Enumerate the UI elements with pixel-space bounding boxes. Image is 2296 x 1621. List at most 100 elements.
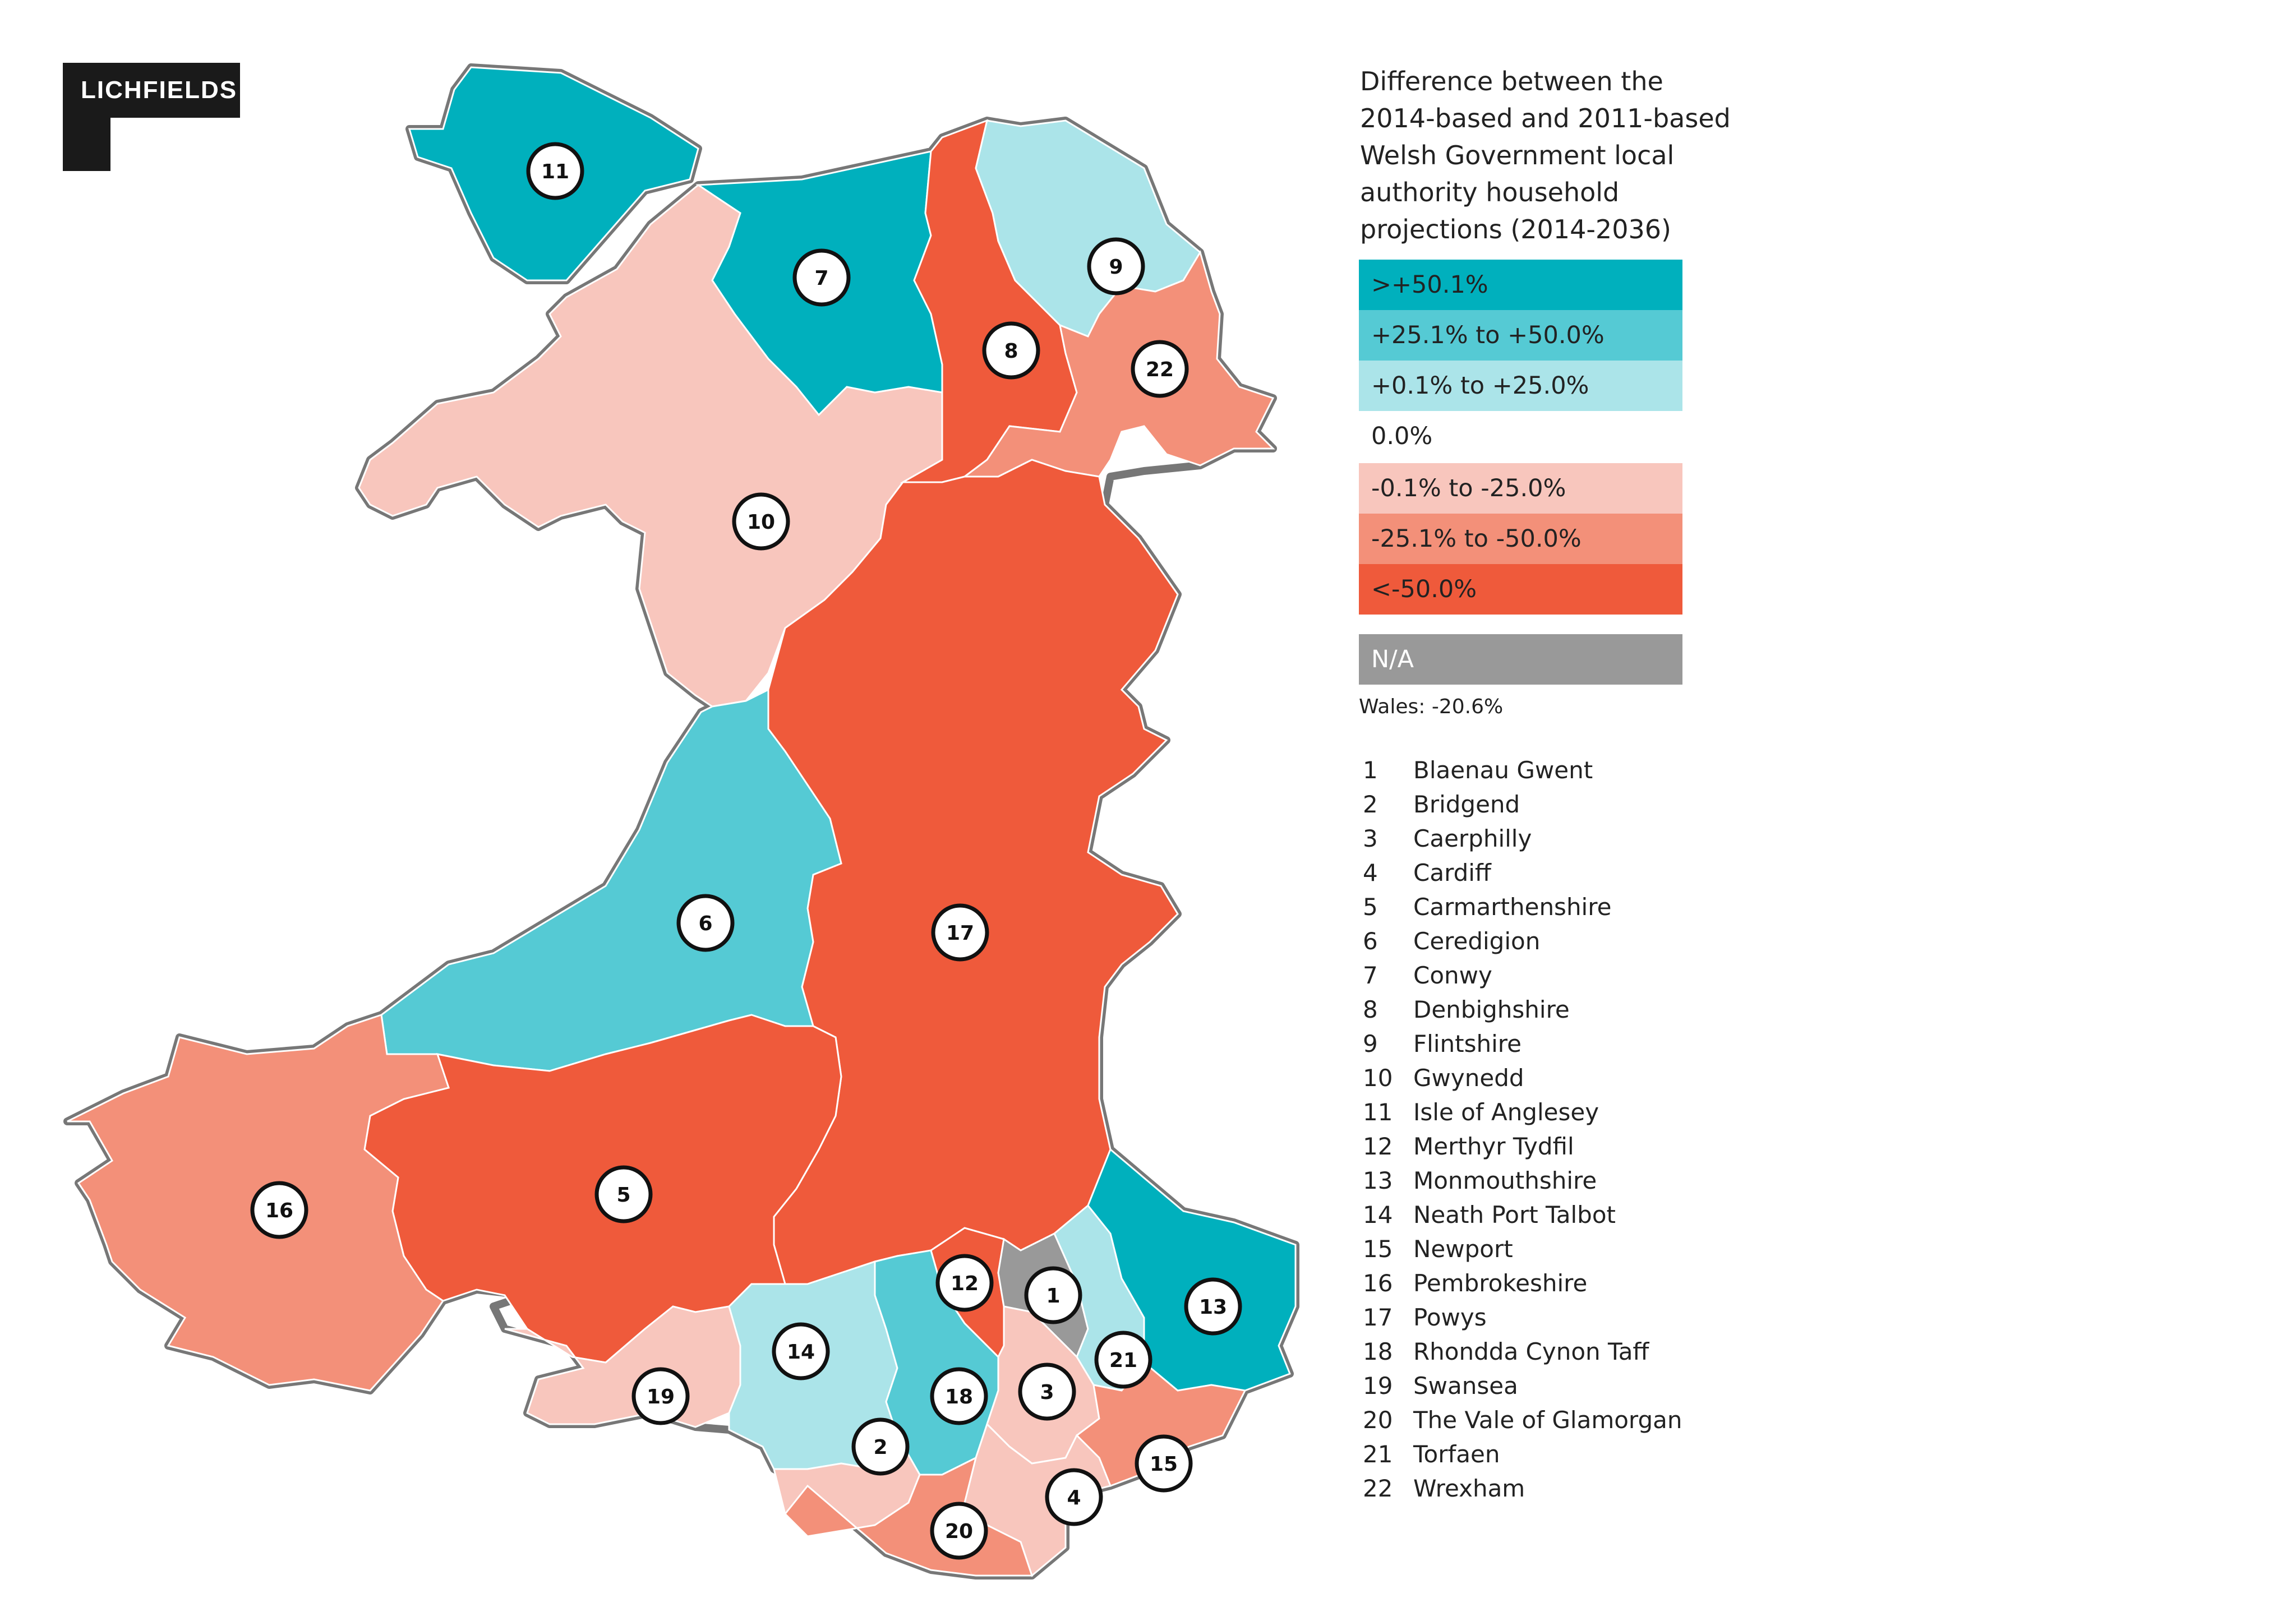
authority-key-name: Flintshire [1413,1030,1522,1057]
badge-number: 14 [787,1341,815,1364]
region-number-badge: 13 [1184,1277,1242,1336]
region-number-badge: 12 [935,1254,994,1312]
authority-key-name: Powys [1413,1304,1487,1331]
legend-class-gt50: >+50.1% [1359,260,1682,310]
legend-title-line: authority household [1360,177,1620,207]
badge-number: 12 [951,1272,979,1295]
authority-key-name: Ceredigion [1413,927,1541,955]
legend-title: Difference between the 2014-based and 20… [1360,63,1741,248]
authority-key-row: 2 Bridgend [1363,787,1682,821]
badge-number: 6 [698,912,712,935]
region-number-badge: 9 [1087,237,1145,295]
badge-number: 18 [945,1386,973,1408]
authority-key-name: Wrexham [1413,1475,1525,1502]
logo-text: LICHFIELDS [81,76,238,104]
authority-key-number: 7 [1363,962,1378,989]
authority-key-name: Caerphilly [1413,825,1532,852]
badge-circle [931,903,989,962]
authority-key-number: 17 [1363,1304,1393,1331]
region-number-badge: 19 [631,1367,690,1425]
authority-key-number: 5 [1363,893,1378,921]
badge-circle [851,1417,910,1476]
badge-circle [1045,1468,1103,1526]
wales-total: Wales: -20.6% [1359,695,1504,718]
region-wrexham [962,250,1275,478]
authority-key-name: Rhondda Cynon Taff [1413,1338,1649,1365]
region-number-badge: 14 [772,1322,830,1380]
authority-key-number: 4 [1363,859,1378,886]
badge-number: 3 [1040,1381,1054,1404]
badge-number: 20 [945,1520,973,1543]
authority-key-row: 4 Cardiff [1363,856,1682,890]
legend-class-zero: 0.0% [1359,411,1682,461]
region-number-badge: 20 [930,1502,988,1560]
badge-number: 19 [647,1386,675,1408]
authority-key-name: Conwy [1413,962,1492,989]
authority-key-number: 8 [1363,996,1378,1023]
region-number-badge: 10 [732,492,790,551]
authority-key-row: 20 The Vale of Glamorgan [1363,1403,1682,1437]
region-number-badge: 6 [676,894,735,952]
badge-circle [930,1367,988,1425]
authority-key-name: Monmouthshire [1413,1167,1597,1194]
badge-circle [772,1322,830,1380]
authority-key-row: 15 Newport [1363,1232,1682,1266]
authority-key-name: Blaenau Gwent [1413,756,1593,784]
authority-key-number: 15 [1363,1235,1393,1263]
badge-circle [982,321,1040,380]
region-monmouthshire [1087,1148,1297,1392]
authority-key-row: 7 Conwy [1363,958,1682,992]
badge-number: 16 [265,1199,293,1222]
authority-key-number: 2 [1363,791,1378,818]
badge-circle [935,1254,994,1312]
badge-circle [1087,237,1145,295]
logo-stem [63,118,110,171]
region-number-badge: 5 [594,1165,653,1223]
region-number-badge: 22 [1131,340,1189,398]
authority-key-row: 21 Torfaen [1363,1437,1682,1471]
authority-key-name: Neath Port Talbot [1413,1201,1616,1229]
authority-key-number: 14 [1363,1201,1393,1229]
region-number-badge: 11 [526,142,584,200]
authority-key-row: 1 Blaenau Gwent [1363,753,1682,787]
region-number-badge: 1 [1024,1266,1082,1324]
authority-key-number: 21 [1363,1440,1393,1468]
authority-key-row: 9 Flintshire [1363,1027,1682,1061]
badge-number: 7 [814,267,828,290]
legend-class-0-25: +0.1% to +25.0% [1359,361,1682,411]
authority-key-number: 19 [1363,1372,1393,1400]
lichfields-logo: LICHFIELDS [63,63,240,171]
badge-circle [1135,1434,1193,1493]
badge-circle [1184,1277,1242,1336]
badge-number: 10 [747,511,775,534]
authority-key-name: Swansea [1413,1372,1518,1400]
authority-key-row: 11 Isle of Anglesey [1363,1095,1682,1129]
badge-number: 13 [1199,1296,1227,1319]
badge-circle [930,1502,988,1560]
authority-key-number: 1 [1363,756,1378,784]
authority-key-name: Denbighshire [1413,996,1570,1023]
authority-key-number: 3 [1363,825,1378,852]
badge-circle [594,1165,653,1223]
authority-key-row: 10 Gwynedd [1363,1061,1682,1095]
badge-circle [1131,340,1189,398]
authority-key-number: 6 [1363,927,1378,955]
authority-key-number: 20 [1363,1406,1393,1434]
badge-circle [526,142,584,200]
badge-circle [1018,1363,1076,1421]
region-number-badge: 2 [851,1417,910,1476]
logo-bar [63,63,240,118]
badge-number: 5 [616,1184,630,1207]
badge-circle [631,1367,690,1425]
authority-key-row: 14 Neath Port Talbot [1363,1198,1682,1232]
badge-circle [732,492,790,551]
authority-key-number: 12 [1363,1133,1393,1160]
badge-circle [1024,1266,1082,1324]
authority-key-row: 13 Monmouthshire [1363,1163,1682,1198]
map-regions [67,66,1297,1577]
authority-key-row: 6 Ceredigion [1363,924,1682,958]
authority-key-row: 17 Powys [1363,1300,1682,1334]
region-number-badge: 3 [1018,1363,1076,1421]
authority-key-name: Merthyr Tydfil [1413,1133,1574,1160]
